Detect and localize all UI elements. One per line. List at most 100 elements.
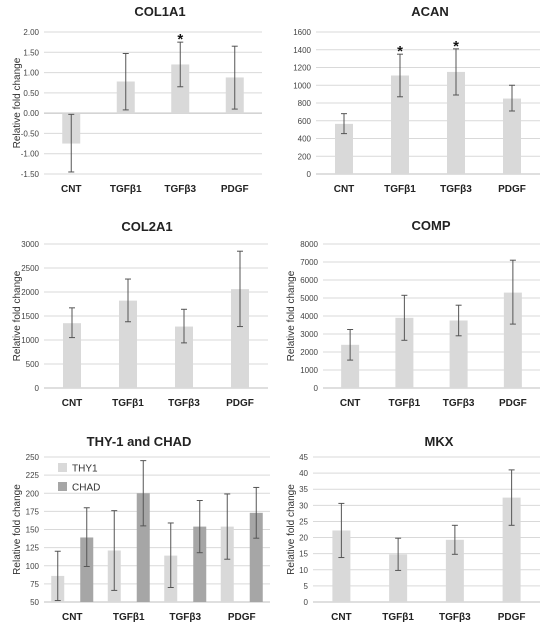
x-tick-label: TGFβ1 xyxy=(384,184,416,195)
x-tick-label: CNT xyxy=(61,184,82,195)
bar xyxy=(220,526,234,602)
y-tick-label: 400 xyxy=(298,135,312,144)
y-tick-label: -1.50 xyxy=(21,170,40,179)
y-tick-label: 45 xyxy=(299,453,308,462)
y-tick-label: 250 xyxy=(26,453,40,462)
x-tick-label: TGFβ3 xyxy=(164,184,196,195)
bar xyxy=(335,123,353,174)
bar xyxy=(171,64,190,114)
chart-title: COMP xyxy=(412,218,451,233)
x-tick-label: TGFβ1 xyxy=(110,184,142,195)
y-tick-label: 600 xyxy=(298,117,312,126)
x-tick-label: CNT xyxy=(331,612,352,623)
bar xyxy=(175,326,193,388)
y-tick-label: 8000 xyxy=(300,240,318,249)
y-tick-label: 7000 xyxy=(300,258,318,267)
legend-label: CHAD xyxy=(72,483,100,494)
y-tick-label: 100 xyxy=(26,562,40,571)
y-tick-label: 40 xyxy=(299,469,308,478)
significance-marker: * xyxy=(177,31,183,48)
bar xyxy=(63,323,81,388)
y-tick-label: 225 xyxy=(26,471,40,480)
y-tick-label: 0 xyxy=(35,384,40,393)
y-tick-label: -1.00 xyxy=(21,150,40,159)
y-tick-label: 2000 xyxy=(300,348,318,357)
y-tick-label: 30 xyxy=(299,501,308,510)
x-tick-label: CNT xyxy=(334,184,355,195)
significance-marker: * xyxy=(397,43,403,60)
x-tick-label: PDGF xyxy=(228,612,256,623)
legend-label: THY1 xyxy=(72,464,98,475)
y-tick-label: 500 xyxy=(26,360,40,369)
y-axis-label: Relative fold change xyxy=(12,57,23,148)
y-tick-label: 200 xyxy=(298,152,312,161)
y-tick-label: 1000 xyxy=(21,336,39,345)
bar xyxy=(391,75,409,174)
y-tick-label: 25 xyxy=(299,517,308,526)
bar xyxy=(119,300,137,388)
bar xyxy=(389,554,408,602)
chart-title: COL1A1 xyxy=(134,4,185,19)
y-tick-label: 75 xyxy=(30,580,39,589)
y-tick-label: 6000 xyxy=(300,276,318,285)
x-tick-label: TGFβ3 xyxy=(439,612,471,623)
x-tick-label: PDGF xyxy=(221,184,249,195)
y-tick-label: 4000 xyxy=(300,312,318,321)
bar xyxy=(395,317,414,388)
y-tick-label: 10 xyxy=(299,566,308,575)
bar xyxy=(332,530,351,602)
y-tick-label: 15 xyxy=(299,550,308,559)
y-tick-label: 1.50 xyxy=(23,48,39,57)
x-tick-label: PDGF xyxy=(498,612,526,623)
x-tick-label: CNT xyxy=(62,612,83,623)
y-tick-label: 2.00 xyxy=(23,28,39,37)
y-tick-label: 1000 xyxy=(300,366,318,375)
y-tick-label: 20 xyxy=(299,534,308,543)
x-tick-label: TGFβ1 xyxy=(112,398,144,409)
x-tick-label: TGFβ3 xyxy=(443,398,475,409)
bar xyxy=(502,497,521,602)
x-tick-label: PDGF xyxy=(499,398,527,409)
x-tick-label: PDGF xyxy=(226,398,254,409)
y-tick-label: 175 xyxy=(26,507,40,516)
y-tick-label: 1200 xyxy=(293,64,311,73)
y-axis-label: Relative fold change xyxy=(12,484,23,575)
y-tick-label: 1.00 xyxy=(23,69,39,78)
y-tick-label: 0.00 xyxy=(23,109,39,118)
bar xyxy=(231,289,249,388)
chart-panel-1: COL1A1 Relative fold change 2.00 1.50 1.00 0.… xyxy=(12,4,262,195)
chart-title: MKX xyxy=(425,434,454,449)
y-tick-label: 150 xyxy=(26,526,40,535)
bar xyxy=(445,539,464,602)
y-tick-label: 0 xyxy=(314,384,319,393)
x-tick-label: PDGF xyxy=(498,184,526,195)
x-tick-label: CNT xyxy=(340,398,361,409)
x-tick-label: TGFβ1 xyxy=(389,398,421,409)
y-axis-label: Relative fold change xyxy=(286,270,297,361)
x-tick-label: TGFβ1 xyxy=(113,612,145,623)
bar xyxy=(449,320,468,388)
x-tick-label: TGFβ3 xyxy=(168,398,200,409)
bar xyxy=(503,292,522,388)
y-tick-label: 50 xyxy=(30,598,39,607)
y-tick-label: 0.50 xyxy=(23,89,39,98)
bar xyxy=(503,98,521,174)
y-tick-label: 1600 xyxy=(293,28,311,37)
y-tick-label: 200 xyxy=(26,489,40,498)
y-tick-label: 800 xyxy=(298,99,312,108)
chart-title: COL2A1 xyxy=(121,219,172,234)
y-tick-label: 5000 xyxy=(300,294,318,303)
y-tick-label: 125 xyxy=(26,544,40,553)
chart-panel-3: COL2A1 Relative fold change 3000 2500 2000 15… xyxy=(12,219,268,409)
bar xyxy=(341,344,360,388)
y-tick-label: 3000 xyxy=(300,330,318,339)
y-tick-label: -0.50 xyxy=(21,129,40,138)
y-tick-label: 2000 xyxy=(21,288,39,297)
chart-panel-6: MKX Relative fold change 45 40 35 30 25 20 15 10 5… xyxy=(286,434,540,623)
y-tick-label: 0 xyxy=(307,170,312,179)
legend-swatch xyxy=(58,482,67,491)
y-axis-label: Relative fold change xyxy=(286,484,297,575)
x-tick-label: CNT xyxy=(62,398,83,409)
bar xyxy=(249,512,263,602)
